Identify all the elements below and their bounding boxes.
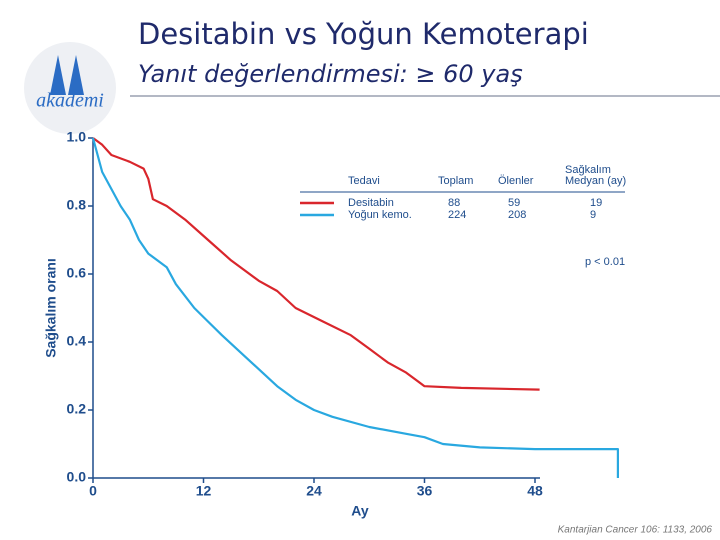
survival-curve xyxy=(92,137,540,391)
x-tick-label: 48 xyxy=(527,483,543,499)
y-axis-label: Sağkalım oranı xyxy=(43,258,59,358)
legend-total: 224 xyxy=(448,209,466,221)
legend-deaths: 59 xyxy=(508,197,520,209)
legend-header: Tedavi xyxy=(348,175,380,187)
y-tick-label: 0.0 xyxy=(67,469,87,485)
y-tick-label: 0.4 xyxy=(67,333,87,349)
source: Kantarjian Cancer 106: 1133, 2006 xyxy=(558,525,713,536)
x-tick-label: 36 xyxy=(417,483,433,499)
legend-name: Yoğun kemo. xyxy=(348,209,412,221)
legend-header: Medyan (ay) xyxy=(565,175,626,187)
x-tick-label: 0 xyxy=(89,483,97,499)
x-tick-label: 24 xyxy=(306,483,322,499)
legend-total: 88 xyxy=(448,197,460,209)
legend-header: Ölenler xyxy=(498,175,534,187)
legend-name: Desitabin xyxy=(348,197,394,209)
slide-title: Desitabin vs Yoğun Kemoterapi xyxy=(138,17,589,51)
legend-header: Toplam xyxy=(438,175,473,187)
legend-header: Sağkalım xyxy=(565,164,611,176)
slide-subtitle: Yanıt değerlendirmesi: ≥ 60 yaş xyxy=(138,60,523,88)
logo-text: akademi xyxy=(36,90,104,112)
survival-curve xyxy=(91,137,620,478)
y-tick-label: 0.2 xyxy=(67,401,87,417)
y-tick-label: 1.0 xyxy=(67,129,87,145)
y-tick-label: 0.6 xyxy=(67,265,87,281)
p-value: p < 0.01 xyxy=(585,256,625,268)
legend-median: 19 xyxy=(590,197,602,209)
x-tick-label: 12 xyxy=(196,483,212,499)
legend-deaths: 208 xyxy=(508,209,526,221)
legend-median: 9 xyxy=(590,209,596,221)
x-axis-label: Ay xyxy=(351,503,369,519)
logo-mark xyxy=(50,55,84,95)
y-tick-label: 0.8 xyxy=(67,197,87,213)
